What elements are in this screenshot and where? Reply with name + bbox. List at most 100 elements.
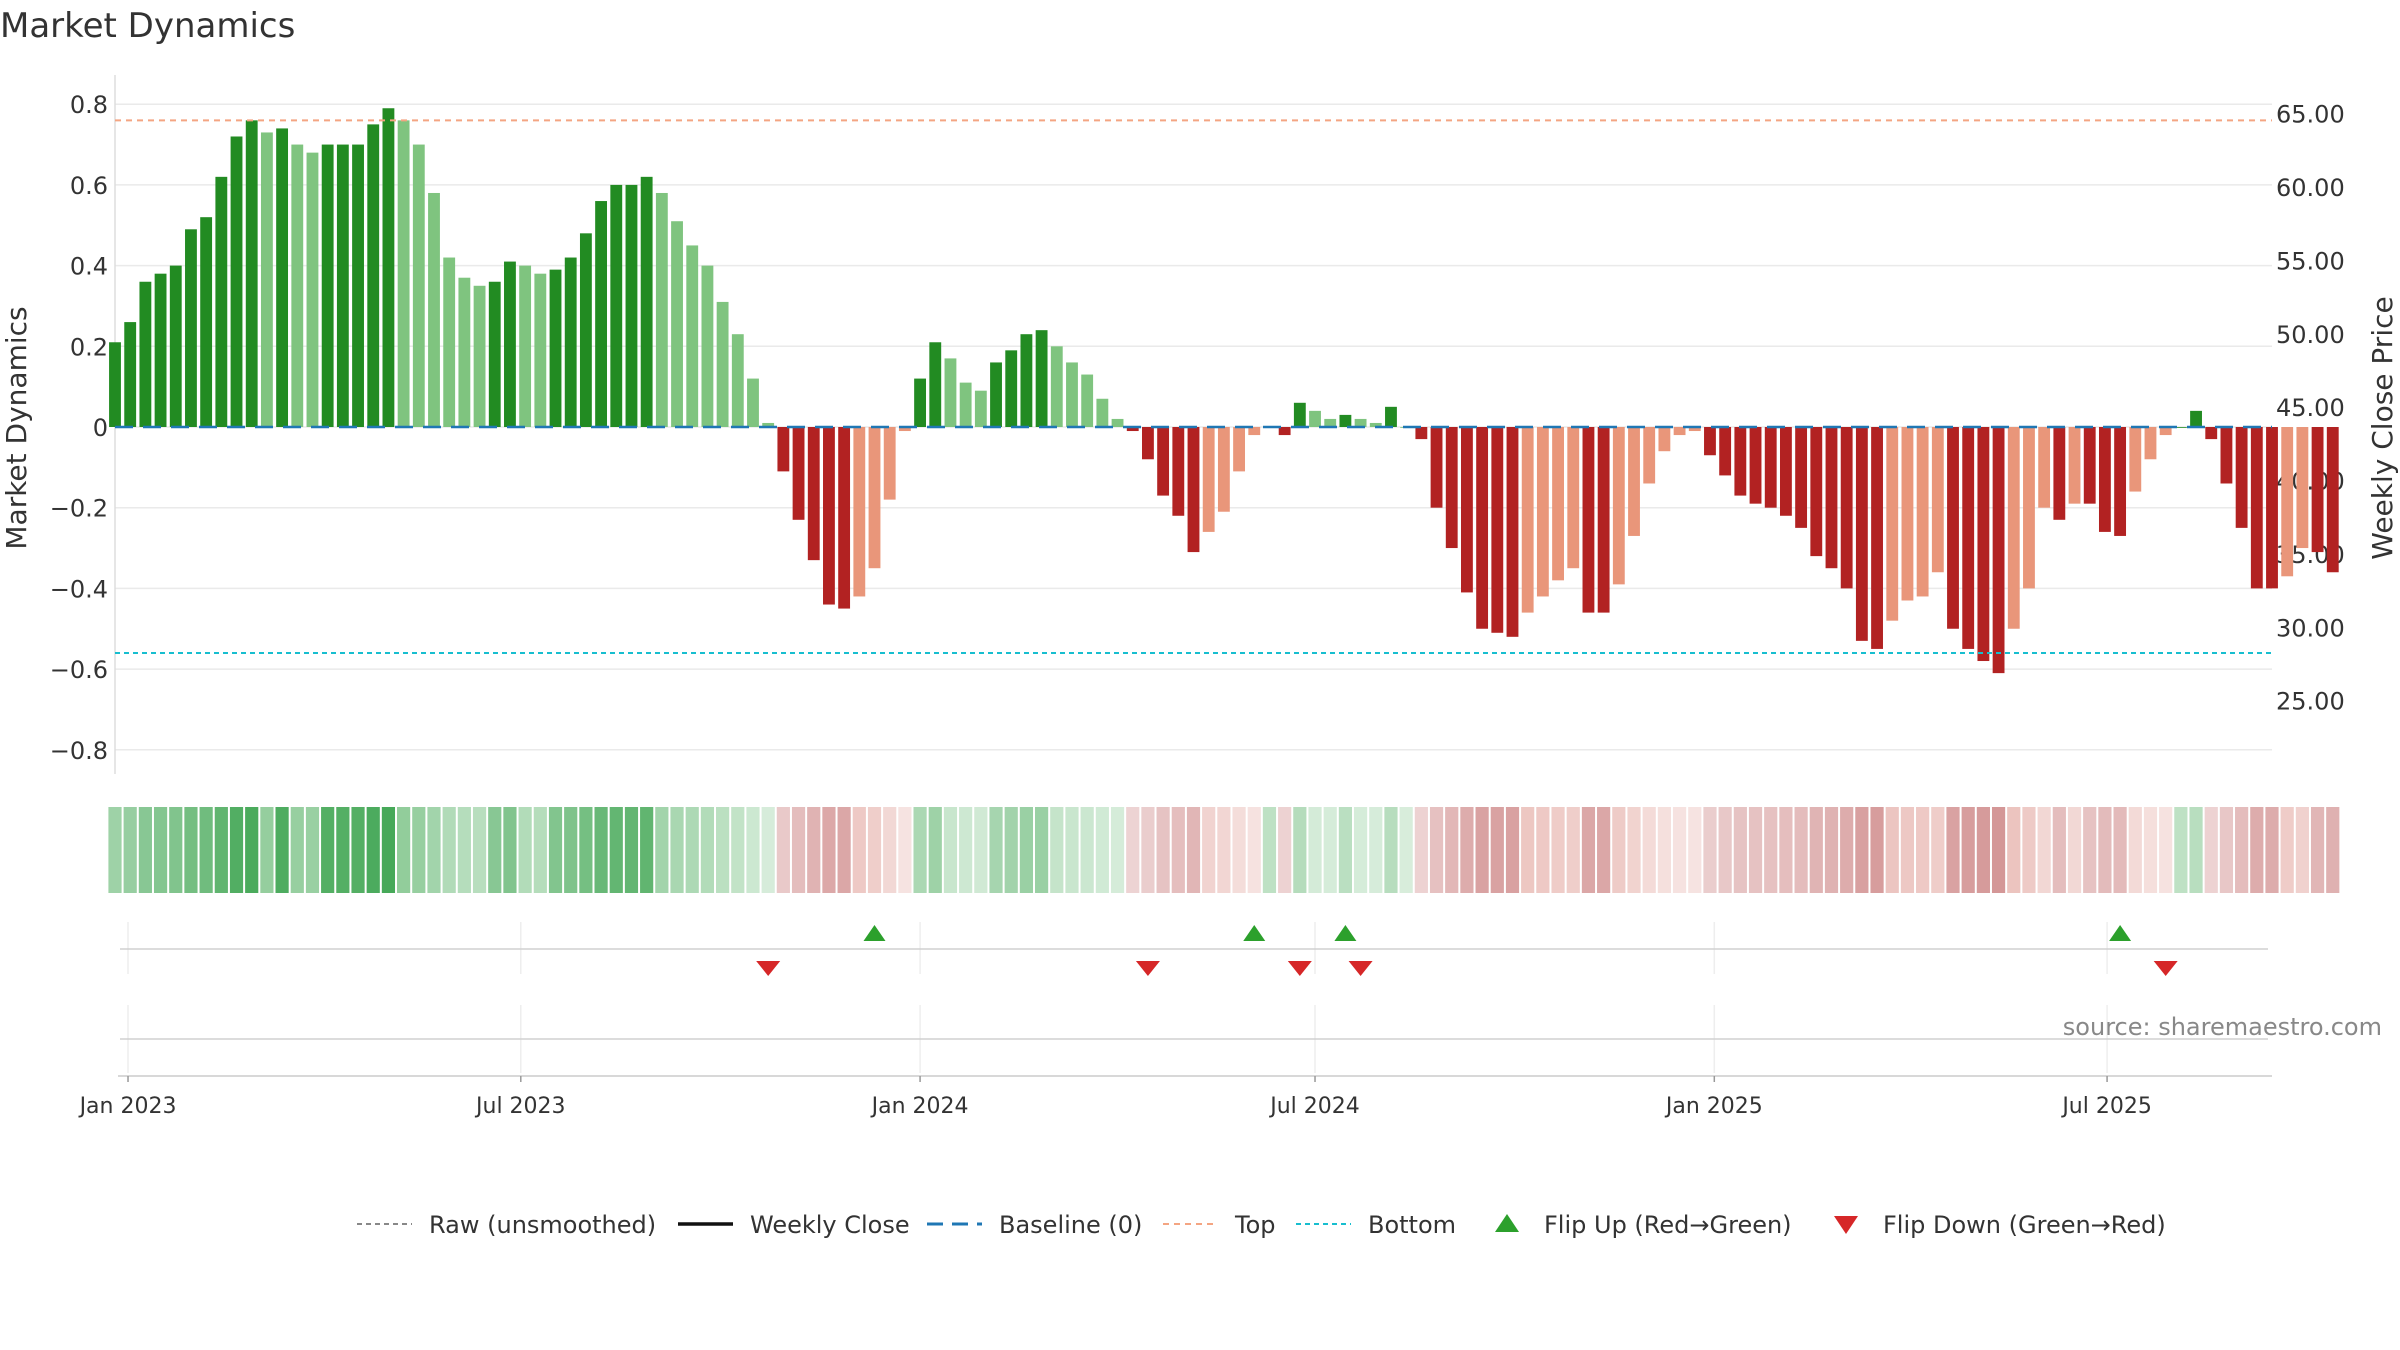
bar <box>1050 346 1063 427</box>
bar <box>898 427 911 432</box>
heatmap-cell <box>640 807 654 893</box>
heatmap-cell <box>245 807 259 893</box>
heatmap-cell <box>1445 807 1459 893</box>
bar <box>1506 427 1519 637</box>
bar <box>336 144 349 427</box>
bar <box>1005 350 1018 427</box>
heatmap-cell <box>731 807 745 893</box>
bar <box>564 257 577 427</box>
bar <box>792 427 805 520</box>
heatmap-cell <box>1779 807 1793 893</box>
bar <box>443 257 456 427</box>
heatmap-cell <box>533 807 547 893</box>
heatmap-cell <box>1323 807 1337 893</box>
bar <box>929 342 942 427</box>
heatmap-cell <box>2128 807 2142 893</box>
bar <box>2083 427 2096 504</box>
bar <box>1278 427 1291 436</box>
bar <box>716 301 729 427</box>
bar <box>1688 427 1701 432</box>
heatmap-cell <box>1475 807 1489 893</box>
bar <box>139 281 152 427</box>
heatmap-cell <box>1642 807 1656 893</box>
bar <box>1795 427 1808 528</box>
heatmap-cell <box>1612 807 1626 893</box>
heatmap-cell <box>472 807 487 893</box>
heatmap-cell <box>1536 807 1550 893</box>
heatmap-cell <box>1551 807 1565 893</box>
heatmap-cell <box>685 807 699 893</box>
bar <box>2174 427 2187 428</box>
bar <box>1749 427 1762 504</box>
y-left-tick-label: 0.4 <box>70 253 108 281</box>
bar <box>185 229 197 427</box>
bar <box>200 217 213 427</box>
flip-up-marker <box>2109 925 2132 941</box>
bar <box>1369 422 1382 427</box>
heatmap-cell <box>1035 807 1049 893</box>
heatmap-cell <box>1855 807 1869 893</box>
y-right-tick-label: 45.00 <box>2276 394 2345 422</box>
heatmap-cell <box>2295 807 2309 893</box>
bar <box>1111 418 1124 427</box>
legend-label-top: Top <box>1234 1211 1276 1239</box>
bar <box>2038 427 2051 508</box>
bar <box>2235 427 2248 528</box>
heatmap-cell <box>2310 807 2325 893</box>
y-left-tick-label: −0.4 <box>50 575 108 603</box>
bar <box>488 281 501 427</box>
heatmap-cell <box>1703 807 1717 893</box>
heatmap-cell <box>974 807 988 893</box>
heatmap-cell <box>1961 807 1975 893</box>
heatmap-cell <box>1627 807 1641 893</box>
bar <box>1764 427 1777 508</box>
bar <box>579 233 592 427</box>
heatmap-cell <box>1490 807 1504 893</box>
flip-up-marker <box>863 925 886 941</box>
heatmap-cell <box>746 807 760 893</box>
heatmap-cell <box>2174 807 2188 893</box>
legend-swatch-flip-down <box>1834 1216 1858 1234</box>
heatmap-cell <box>1065 807 1079 893</box>
bar <box>519 265 532 427</box>
bar <box>1142 427 1154 460</box>
bar <box>1628 427 1640 536</box>
heatmap-cell <box>852 807 866 893</box>
heatmap-cell <box>518 807 532 893</box>
bar <box>1552 427 1564 581</box>
heatmap-cell <box>2280 807 2294 893</box>
bar <box>1962 427 1975 649</box>
bar <box>1460 427 1473 593</box>
heatmap-cell <box>1976 807 1990 893</box>
heatmap-cell <box>1991 807 2006 893</box>
bar <box>1810 427 1823 557</box>
y-right-axis-title: Weekly Close Price <box>2366 296 2399 559</box>
heatmap-cell <box>989 807 1003 893</box>
bar <box>1020 334 1033 427</box>
heatmap-cell <box>457 807 471 893</box>
bar <box>534 273 547 427</box>
bar <box>974 390 987 427</box>
bar <box>1855 427 1868 641</box>
heatmap-cell <box>214 807 228 893</box>
bar <box>1081 374 1094 427</box>
heatmap-cell <box>898 807 912 893</box>
y-right-tick-label: 50.00 <box>2276 321 2345 349</box>
heatmap-cell <box>305 807 320 893</box>
heatmap-cell <box>548 807 563 893</box>
bar <box>1309 410 1321 427</box>
heatmap-cell <box>1900 807 1915 893</box>
heatmap-cell <box>791 807 806 893</box>
heatmap-cell <box>2113 807 2127 893</box>
bar <box>2296 427 2309 549</box>
bar <box>1931 427 1944 573</box>
heatmap-cell <box>1110 807 1125 893</box>
heatmap-cell <box>2159 807 2173 893</box>
heatmap-cell <box>1566 807 1580 893</box>
bar <box>473 285 486 427</box>
bar <box>1293 402 1306 427</box>
heatmap-cell <box>1688 807 1702 893</box>
bar <box>853 427 866 597</box>
heatmap-cell <box>199 807 213 893</box>
